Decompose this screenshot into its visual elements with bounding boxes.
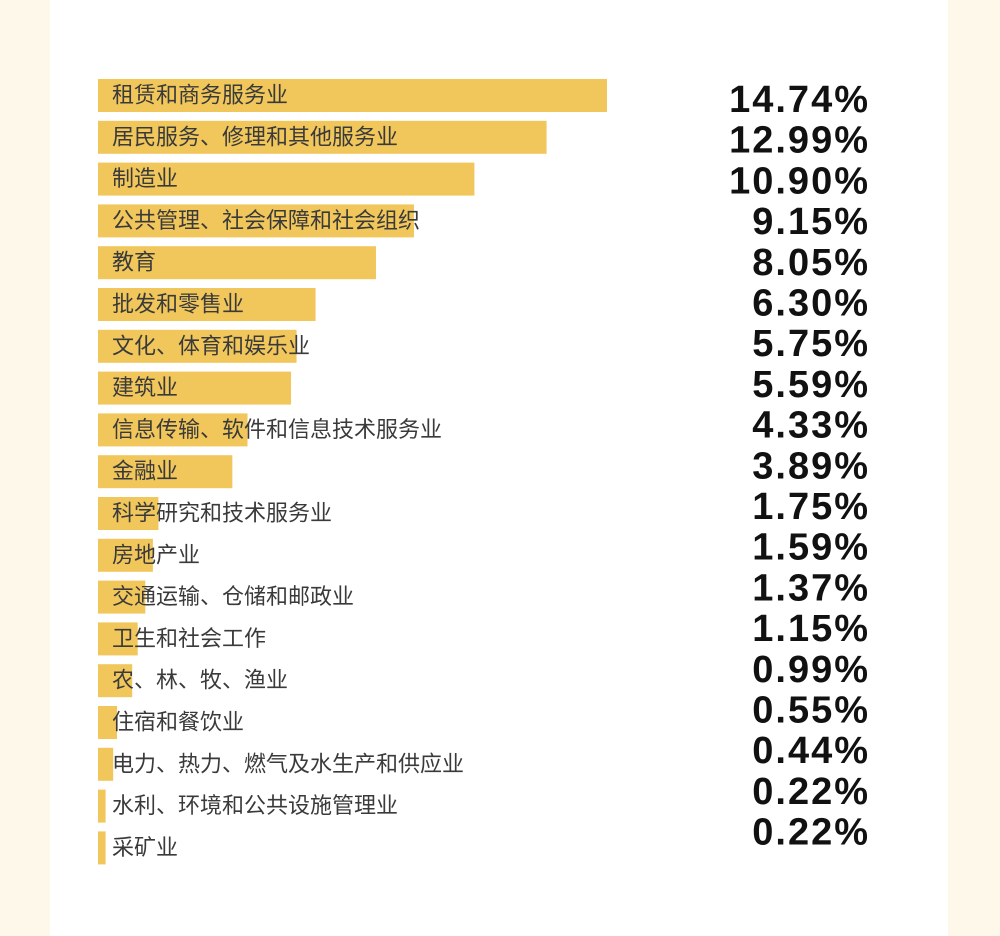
category-label: 电力、热力、燃气及水生产和供应业 — [112, 751, 464, 776]
value-label: 5.59% — [752, 364, 870, 406]
value-label: 14.74% — [729, 79, 870, 121]
category-label: 批发和零售业 — [112, 292, 244, 317]
value-label: 1.75% — [752, 486, 870, 528]
value-label: 6.30% — [752, 283, 870, 325]
category-label: 制造业 — [112, 166, 178, 191]
category-label: 科学研究和技术服务业 — [112, 501, 332, 526]
bar — [98, 288, 316, 321]
bar — [98, 246, 376, 280]
bar — [98, 538, 153, 572]
bar — [98, 413, 248, 447]
bar — [98, 706, 117, 739]
category-label: 水利、环境和公共设施管理业 — [112, 793, 398, 818]
bar — [98, 455, 233, 489]
category-label: 信息传输、软件和信息技术服务业 — [112, 417, 442, 442]
value-label: 0.22% — [752, 812, 870, 854]
category-label: 卫生和社会工作 — [112, 626, 266, 651]
bar — [98, 120, 547, 154]
bar — [98, 329, 297, 363]
bar — [98, 162, 475, 196]
category-label: 采矿业 — [112, 835, 178, 860]
category-label: 房地产业 — [112, 542, 200, 567]
value-label: 0.44% — [752, 730, 870, 772]
value-label: 0.55% — [752, 690, 870, 732]
category-label: 租赁和商务服务业 — [112, 83, 288, 108]
value-label: 8.05% — [752, 242, 870, 284]
category-label: 教育 — [112, 250, 156, 275]
bar — [98, 580, 146, 614]
value-label: 9.15% — [752, 201, 870, 243]
value-label: 5.75% — [752, 323, 870, 365]
value-label: 0.99% — [752, 649, 870, 691]
bar — [98, 622, 138, 656]
category-label: 建筑业 — [112, 375, 178, 400]
bar — [98, 371, 292, 405]
category-label: 居民服务、修理和其他服务业 — [112, 124, 398, 149]
value-label: 10.90% — [729, 160, 870, 202]
bar — [98, 79, 607, 112]
bar — [98, 789, 106, 823]
value-label: 4.33% — [752, 405, 870, 447]
category-label: 交通运输、仓储和邮政业 — [112, 584, 354, 609]
value-label: 1.15% — [752, 608, 870, 650]
value-label: 0.22% — [752, 771, 870, 813]
category-label: 金融业 — [112, 459, 178, 484]
value-label: 1.59% — [752, 527, 870, 569]
category-label: 农、林、牧、渔业 — [112, 668, 288, 693]
value-label: 1.37% — [752, 567, 870, 609]
bar — [98, 831, 106, 865]
category-label: 公共管理、社会保障和社会组织 — [112, 208, 420, 233]
category-label: 住宿和餐饮业 — [112, 710, 244, 735]
bar — [98, 204, 414, 238]
bar — [98, 747, 114, 781]
bar — [98, 497, 159, 530]
bar — [98, 664, 133, 698]
value-label: 3.89% — [752, 445, 870, 487]
category-label: 文化、体育和娱乐业 — [112, 333, 310, 358]
value-label: 12.99% — [729, 120, 870, 162]
